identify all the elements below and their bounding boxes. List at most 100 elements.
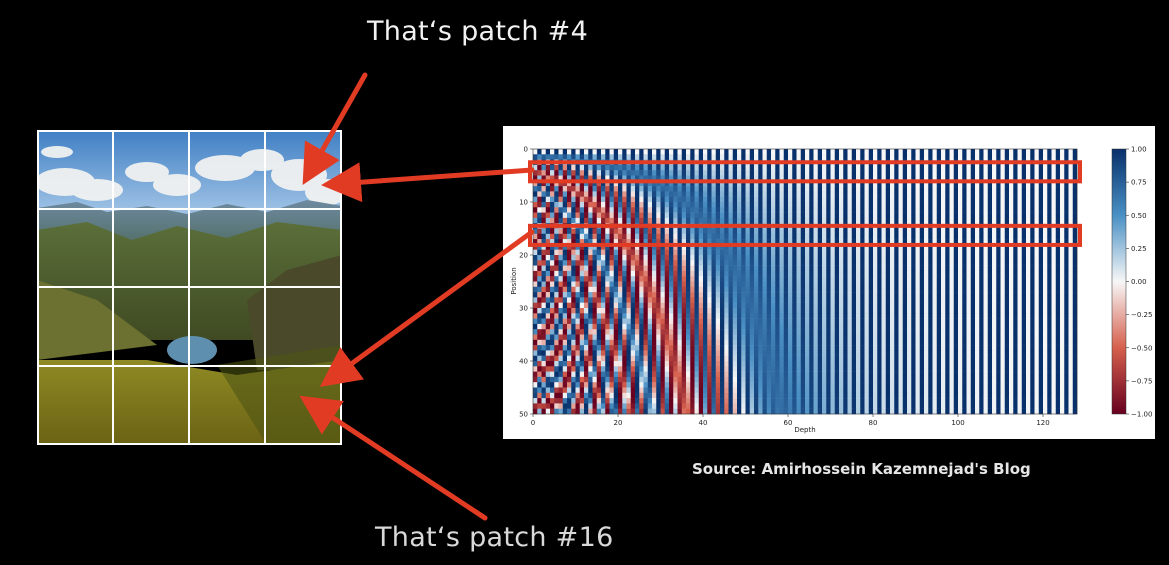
heatmap-cell bbox=[966, 212, 971, 219]
heatmap-cell bbox=[953, 345, 959, 351]
heatmap-cell bbox=[1047, 180, 1052, 187]
heatmap-cell bbox=[987, 233, 993, 240]
heatmap-cell bbox=[1038, 202, 1044, 208]
heatmap-cell bbox=[979, 249, 984, 256]
heatmap-cell bbox=[834, 186, 840, 192]
heatmap-cell bbox=[1026, 318, 1031, 325]
heatmap-cell bbox=[924, 175, 929, 182]
heatmap-cell bbox=[796, 255, 801, 261]
heatmap-cell bbox=[622, 233, 627, 240]
heatmap-cell bbox=[996, 302, 1001, 309]
heatmap-cell bbox=[860, 175, 865, 182]
heatmap-cell bbox=[856, 196, 861, 203]
heatmap-cell bbox=[953, 308, 959, 314]
heatmap-cell bbox=[575, 260, 580, 266]
heatmap-cell bbox=[660, 164, 665, 171]
heatmap-cell bbox=[822, 207, 827, 213]
heatmap-cell bbox=[788, 217, 793, 224]
heatmap-cell bbox=[537, 239, 542, 245]
heatmap-cell bbox=[1017, 154, 1022, 160]
heatmap-cell bbox=[851, 212, 857, 219]
heatmap-cell bbox=[711, 350, 716, 356]
heatmap-cell bbox=[860, 292, 865, 298]
heatmap-cell bbox=[902, 186, 908, 192]
heatmap-cell bbox=[737, 323, 742, 330]
heatmap-cell bbox=[902, 202, 908, 208]
heatmap-cell bbox=[1055, 233, 1061, 240]
left-cliff bbox=[37, 280, 157, 360]
heatmap-cell bbox=[860, 308, 865, 314]
heatmap-cell bbox=[694, 228, 699, 235]
heatmap-cell bbox=[953, 329, 959, 335]
heatmap-cell bbox=[962, 217, 967, 224]
heatmap-cell bbox=[605, 207, 610, 213]
heatmap-cell bbox=[698, 308, 704, 314]
heatmap-cell bbox=[949, 207, 954, 213]
heatmap-cell bbox=[860, 207, 865, 213]
heatmap-cell bbox=[1047, 207, 1052, 213]
heatmap-cell bbox=[579, 297, 585, 303]
heatmap-cell bbox=[996, 255, 1001, 261]
heatmap-cell bbox=[771, 249, 776, 256]
heatmap-cell bbox=[694, 239, 699, 245]
heatmap-cell bbox=[817, 212, 823, 219]
heatmap-cell bbox=[618, 334, 623, 341]
heatmap-cell bbox=[890, 323, 895, 330]
heatmap-cell bbox=[1064, 233, 1069, 240]
heatmap-cell bbox=[864, 339, 869, 346]
heatmap-cell bbox=[809, 318, 814, 325]
heatmap-cell bbox=[775, 244, 780, 250]
heatmap-cell bbox=[579, 286, 585, 293]
heatmap-cell bbox=[1009, 286, 1014, 293]
heatmap-cell bbox=[664, 281, 670, 288]
heatmap-cell bbox=[949, 339, 954, 346]
heatmap-cell bbox=[843, 164, 848, 171]
heatmap-cell bbox=[809, 345, 814, 351]
heatmap-cell bbox=[584, 202, 589, 208]
heatmap-cell bbox=[724, 170, 729, 176]
heatmap-cell bbox=[745, 297, 750, 303]
heatmap-cell bbox=[1051, 244, 1056, 250]
heatmap-cell bbox=[618, 228, 623, 235]
heatmap-cell bbox=[673, 313, 678, 319]
heatmap-cell bbox=[545, 329, 551, 335]
heatmap-cell bbox=[987, 339, 993, 346]
heatmap-cell bbox=[584, 196, 589, 203]
heatmap-cell bbox=[885, 212, 891, 219]
heatmap-cell bbox=[919, 239, 925, 245]
heatmap-cell bbox=[588, 154, 593, 160]
heatmap-cell bbox=[609, 323, 614, 330]
heatmap-cell bbox=[533, 297, 538, 303]
heatmap-cell bbox=[690, 286, 695, 293]
heatmap-cell bbox=[779, 154, 784, 160]
heatmap-cell bbox=[1009, 292, 1014, 298]
heatmap-cell bbox=[669, 239, 674, 245]
heatmap-cell bbox=[1004, 196, 1010, 203]
heatmap-cell bbox=[737, 212, 742, 219]
heatmap-cell bbox=[945, 297, 950, 303]
heatmap-cell bbox=[588, 228, 593, 235]
heatmap-cell bbox=[533, 233, 538, 240]
heatmap-cell bbox=[1009, 149, 1014, 155]
heatmap-cell bbox=[715, 270, 721, 277]
heatmap-cell bbox=[864, 191, 869, 197]
heatmap-cell bbox=[1013, 186, 1018, 192]
heatmap-cell bbox=[966, 323, 971, 330]
heatmap-cell bbox=[669, 186, 674, 192]
heatmap-cell bbox=[898, 149, 903, 155]
heatmap-cell bbox=[703, 270, 708, 277]
heatmap-cell bbox=[605, 249, 610, 256]
heatmap-cell bbox=[856, 318, 861, 325]
heatmap-cell bbox=[758, 244, 763, 250]
heatmap-cell bbox=[1043, 149, 1048, 155]
heatmap-cell bbox=[1051, 154, 1056, 160]
heatmap-cell bbox=[826, 149, 831, 155]
heatmap-cell bbox=[953, 255, 959, 261]
heatmap-cell bbox=[826, 212, 831, 219]
heatmap-cell bbox=[864, 175, 869, 182]
heatmap-cell bbox=[915, 202, 920, 208]
heatmap-cell bbox=[958, 313, 963, 319]
heatmap-cell bbox=[975, 186, 980, 192]
heatmap-cell bbox=[550, 149, 555, 155]
heatmap-cell bbox=[656, 345, 661, 351]
